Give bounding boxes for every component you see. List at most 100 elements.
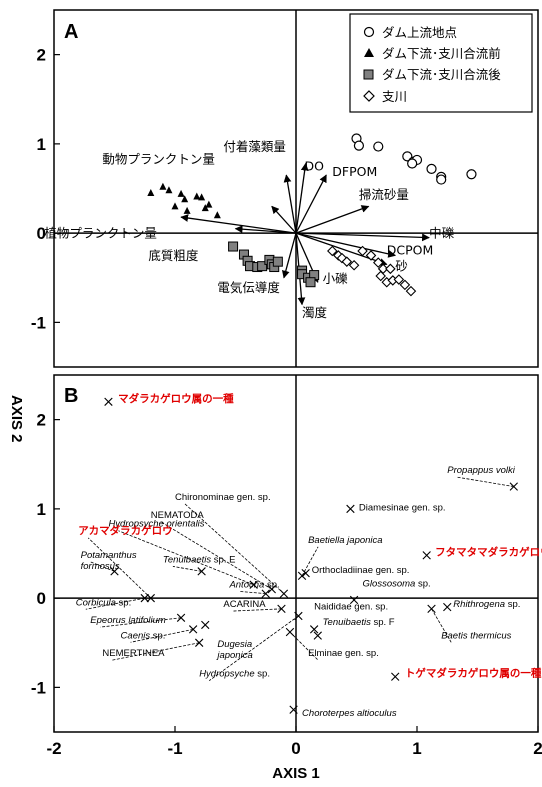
x-marker-icon (309, 625, 319, 634)
species-label: Elminae gen. sp. (308, 648, 379, 659)
x-marker-icon (176, 613, 186, 622)
legend-box (349, 13, 533, 113)
circle-marker (373, 141, 384, 152)
triangle-marker (159, 182, 167, 190)
leader-line (160, 521, 273, 590)
species-line: formosus (81, 561, 120, 572)
diamond-marker (365, 250, 377, 261)
species-point: フタマタマダラカゲロウ (422, 545, 542, 560)
circle-marker (466, 169, 477, 180)
square-marker (228, 241, 239, 252)
species-point: Epeorus latifolium (90, 613, 186, 628)
x-tick-label: 0 (291, 739, 300, 758)
species-suffix: sp. (255, 669, 270, 680)
species-suffix: sp. E (211, 554, 235, 565)
species-point: Choroterpes altioculus (289, 705, 397, 719)
circle-marker-icon (363, 26, 375, 38)
triangle-marker (171, 202, 179, 210)
env-vector: DCPOM (295, 232, 434, 258)
species-label: Hydropsyche orientalis (108, 519, 204, 530)
leader-line (112, 642, 200, 661)
square-marker (272, 256, 283, 267)
species-point: Corbicula sp. (76, 593, 149, 610)
species-label: ACARINA (223, 599, 266, 610)
series-circle (351, 133, 477, 185)
diamond-marker (357, 245, 368, 257)
species-genus: Hydropsyche (199, 669, 254, 680)
triangle-marker (177, 189, 185, 197)
vector-label: DO (304, 159, 324, 174)
vector-label: 砂 (395, 259, 408, 274)
legend-entry-downstream-after: ダム下流･支川合流後 (363, 67, 501, 82)
legend-label: ダム上流地点 (382, 25, 457, 40)
species-point: Glossosoma sp. (349, 579, 431, 605)
vector-label: 動物プランクトン量 (102, 152, 215, 167)
legend: ダム上流地点 ダム下流･支川合流前 ダム下流･支川合流後 支川 (349, 13, 533, 113)
species-point: Orthocladiinae gen. sp. (301, 565, 410, 578)
x-marker-icon (261, 589, 270, 598)
diamond-marker (327, 245, 338, 257)
x-marker-icon (267, 585, 276, 594)
triangle-marker (205, 200, 213, 208)
species-label: Chironominae gen. sp. (175, 492, 271, 503)
y-axis-label: AXIS 2 (8, 395, 25, 443)
x-marker-icon (140, 593, 149, 603)
triangle-marker (165, 186, 173, 194)
vector-label: DCPOM (387, 243, 434, 258)
vector-label: 電気伝導度 (217, 280, 280, 295)
vector-label: 掃流砂量 (359, 187, 409, 202)
x-marker-icon (313, 631, 322, 640)
triangle-marker (193, 192, 201, 200)
square-marker-icon (363, 69, 374, 80)
env-vector: 掃流砂量 (295, 187, 409, 234)
species-label: Baetiella japonica (308, 535, 382, 546)
species-point: Tenuibaetis sp. E (163, 554, 235, 576)
species-line: japonica (215, 650, 252, 661)
diamond-marker (348, 259, 360, 271)
vector-arrow (295, 205, 370, 234)
species-point: トゲマダラカゲロウ属の一種 (391, 667, 542, 681)
vector-label: 濁度 (302, 305, 328, 320)
env-vector: 植物プランクトン量 (44, 214, 297, 241)
legend-entry-downstream-before: ダム下流･支川合流前 (364, 46, 501, 61)
x-marker-icon (422, 551, 431, 560)
env-vector: 中礫 (295, 226, 455, 242)
vector-arrow (295, 162, 309, 234)
triangle-marker (213, 211, 221, 219)
species-point: NEMATODA (151, 510, 276, 594)
species-label: Orthocladiinae gen. sp. (312, 565, 410, 576)
species-suffix: sp. (150, 630, 165, 641)
triangle-marker (201, 204, 209, 212)
env-vector: 動物プランクトン量 (102, 152, 297, 234)
leader-line (87, 537, 152, 599)
x-marker-icon (110, 567, 119, 576)
species-point: Propappus volki (447, 465, 518, 491)
species-point: Chironominae gen. sp. (175, 492, 289, 598)
vector-label: DFPOM (332, 164, 377, 179)
x-marker-icon (201, 620, 210, 630)
x-marker-icon (279, 589, 289, 598)
species-label: Hydropsyche sp. (199, 669, 270, 680)
vector-arrow (283, 174, 297, 234)
x-tick-label: 1 (412, 739, 421, 758)
species-label: Glossosoma sp. (363, 579, 431, 590)
species-point: Potamanthus formosus (81, 550, 137, 576)
leader-line (85, 597, 145, 610)
x-axis-label: AXIS 1 (272, 765, 320, 782)
species-label: NEMATODA (151, 510, 205, 521)
series-diamond (327, 245, 417, 297)
panel-a-points (147, 133, 477, 297)
diamond-marker (393, 274, 405, 285)
leader-line (172, 566, 202, 572)
species-label: Potamanthus formosus (81, 550, 137, 572)
species-line: Potamanthus (81, 550, 137, 561)
x-tick-label: -1 (167, 739, 182, 758)
species-label: Diamesinae gen. sp. (359, 503, 446, 514)
y-tick-label: 0 (37, 589, 46, 608)
leader-line (431, 608, 452, 643)
vector-arrow (180, 214, 297, 234)
triangle-marker (147, 188, 155, 196)
x-marker-icon (443, 602, 452, 612)
